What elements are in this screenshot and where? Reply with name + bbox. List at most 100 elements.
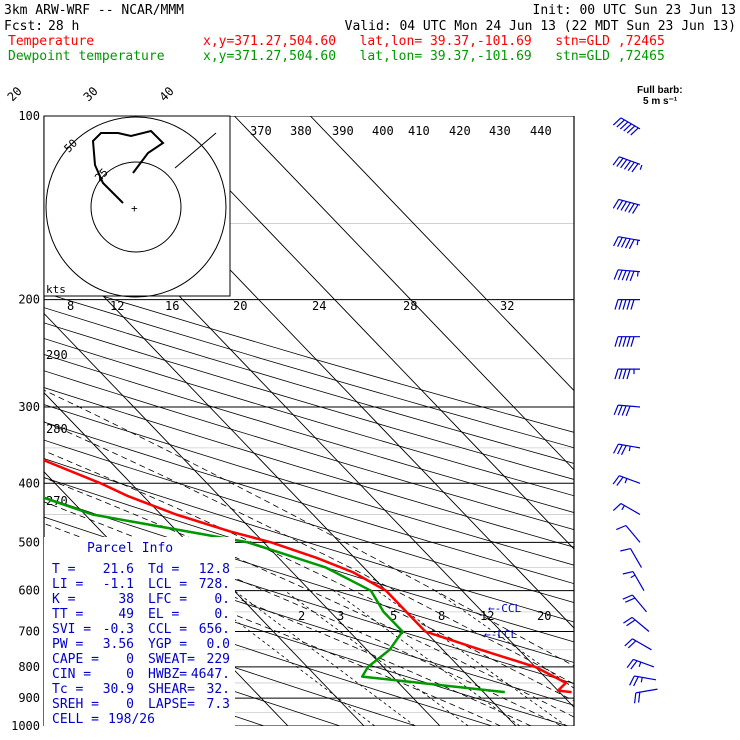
- moist-adiabat: [44, 450, 574, 702]
- wind-barb: [612, 198, 641, 214]
- parcel-info-title: Parcel Info: [87, 541, 173, 556]
- isotherm-line: [234, 116, 574, 471]
- parcel-value: 0.: [214, 607, 230, 622]
- theta-label: 410: [408, 124, 430, 138]
- hodograph: 50 25 + kts: [43, 115, 231, 298]
- moist-adiabat-label: 12: [110, 299, 124, 313]
- pressure-tick-label: 500: [18, 535, 40, 549]
- parcel-label: Tc =: [52, 682, 83, 697]
- mixing-ratio-label: 12: [480, 609, 494, 623]
- mixing-ratio-label: 8: [438, 609, 445, 623]
- dry-adiabat: [44, 338, 574, 497]
- parcel-label: LFC =: [148, 592, 187, 607]
- pressure-tick-label: 900: [18, 691, 40, 705]
- wind-barb: [624, 638, 652, 651]
- wind-barb: [612, 156, 643, 173]
- dry-adiabat: [44, 354, 574, 513]
- dry-adiabat: [44, 277, 574, 433]
- pressure-tick-label: 1000: [11, 719, 40, 733]
- parcel-value: -0.3: [103, 622, 134, 637]
- dry-adiabat: [44, 602, 417, 726]
- pressure-tick-label: 300: [18, 400, 40, 414]
- wind-barb: [620, 548, 643, 568]
- wind-barb: [613, 443, 641, 456]
- moist-adiabat-label: 24: [312, 299, 326, 313]
- profiles: [44, 458, 572, 694]
- lcl-annotation: ←-LCL: [484, 628, 517, 641]
- wind-barb: [613, 236, 641, 250]
- dewpoint-legend: Dewpoint temperature: [8, 49, 165, 64]
- wind-barb: [613, 404, 641, 417]
- wind-barb: [614, 336, 640, 347]
- dry-adiabat: [44, 439, 574, 603]
- dewpoint-location: x,y=371.27,504.60 lat,lon= 39.37,-101.69…: [203, 49, 665, 64]
- mixing-ratio-line: [284, 590, 469, 726]
- hodograph-ring-25: [90, 161, 182, 253]
- parcel-value: 656.: [199, 622, 230, 637]
- mixing-ratio-line: [234, 590, 416, 726]
- parcel-value: 0: [126, 697, 134, 712]
- moist-adiabat: [44, 421, 574, 685]
- fcst-label: Fcst:: [4, 19, 43, 34]
- parcel-value: 229: [207, 652, 230, 667]
- parcel-value: 38: [118, 592, 134, 607]
- parcel-label: SVI =: [52, 622, 91, 637]
- pressure-tick-label: 800: [18, 660, 40, 674]
- moist-adiabat-label: 16: [165, 299, 179, 313]
- wind-barb: [616, 524, 641, 543]
- wind-barb: [623, 616, 650, 632]
- mixing-ratio-label: 20: [537, 609, 551, 623]
- wind-barbs: [612, 117, 658, 704]
- parcel-label: YGP =: [148, 637, 187, 652]
- dry-adiabat: [44, 307, 574, 464]
- temperature-profile: [44, 458, 572, 694]
- mixing-ratio-label: 3: [337, 609, 344, 623]
- parcel-value: 49: [118, 607, 134, 622]
- parcel-value: 0: [126, 667, 134, 682]
- parcel-label: CELL =: [52, 712, 99, 727]
- parcel-label: T =: [52, 562, 76, 577]
- parcel-label: EL =: [148, 607, 179, 622]
- theta-label: 430: [489, 124, 511, 138]
- mixing-ratio-line: [434, 590, 574, 689]
- isotherm-line: [310, 116, 574, 392]
- parcel-value: -1.1: [103, 577, 134, 592]
- temperature-legend: Temperature: [8, 34, 94, 49]
- parcel-label: CIN =: [52, 667, 91, 682]
- valid-time: Valid: 04 UTC Mon 24 Jun 13 (22 MDT Sun …: [345, 19, 736, 34]
- parcel-label: LAPSE=: [148, 697, 195, 712]
- parcel-value: 0.0: [207, 637, 230, 652]
- parcel-info-rows: T = 21.6 Td = 12.8 LI = -1.1 LCL = 728. K = 38 LFC…: [52, 562, 230, 727]
- mixing-ratio-line: [333, 590, 521, 726]
- wind-barb: [622, 571, 645, 591]
- parcel-label: K =: [52, 592, 76, 607]
- wind-barb: [612, 475, 641, 486]
- wind-barb: [612, 117, 641, 136]
- wind-barb: [622, 594, 647, 613]
- wind-barb: [629, 675, 657, 687]
- axis-labels: 1002003004005006007008009001000-80-70-60…: [5, 84, 552, 733]
- wind-barb: [612, 502, 641, 516]
- dewpoint-profile: [44, 496, 505, 694]
- moist-adiabat-label: 8: [67, 299, 74, 313]
- parcel-value: 30.9: [103, 682, 134, 697]
- barb-key-title: Full barb:: [637, 85, 683, 96]
- pressure-tick-label: 200: [18, 293, 40, 307]
- parcel-info-panel: Parcel Info T = 21.6 Td = 12.8 LI = -1.1 LCL =…: [44, 537, 235, 727]
- dry-adiabat: [44, 421, 574, 585]
- moist-adiabat-label: 28: [403, 299, 417, 313]
- parcel-label: TT =: [52, 607, 83, 622]
- parcel-value: 0.: [214, 592, 230, 607]
- isotherm-line: [158, 116, 574, 550]
- wind-barb: [613, 269, 641, 282]
- pressure-tick-label: 100: [18, 109, 40, 123]
- hodograph-units: kts: [46, 283, 66, 296]
- dry-adiabat: [44, 292, 574, 449]
- dry-adiabat: [44, 496, 574, 663]
- parcel-value: 728.: [199, 577, 230, 592]
- wind-barb: [634, 688, 658, 704]
- parcel-label: LI =: [52, 577, 83, 592]
- hodograph-shear-line: [174, 132, 217, 169]
- parcel-value: 21.6: [103, 562, 134, 577]
